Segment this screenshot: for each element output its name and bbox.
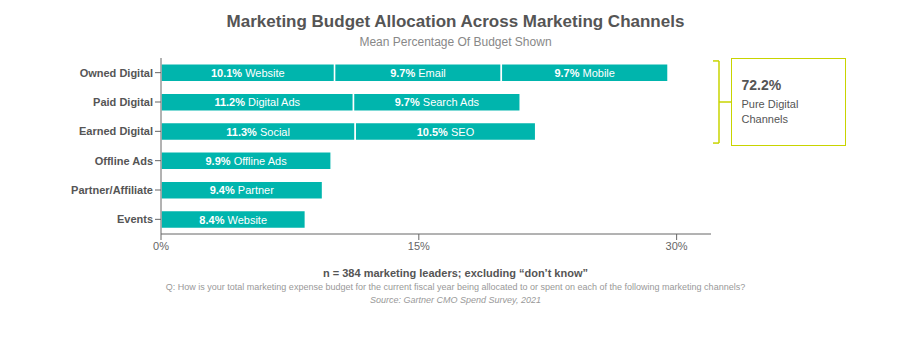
svg-text:15%: 15%: [407, 240, 429, 252]
svg-text:10.5% SEO: 10.5% SEO: [416, 126, 474, 138]
svg-text:9.7% Mobile: 9.7% Mobile: [554, 67, 615, 79]
html-text:Q: How is your total marketing: Q: How is your total marketing expense b…: [165, 282, 746, 292]
html-text:n = 384 marketing leaders; exc: n = 384 marketing leaders; excluding “do…: [323, 267, 588, 279]
svg-text:Offline Ads: Offline Ads: [94, 155, 152, 167]
svg-text:Paid Digital: Paid Digital: [93, 96, 153, 108]
svg-text:Events: Events: [116, 213, 152, 225]
svg-text:9.7% Search Ads: 9.7% Search Ads: [394, 96, 479, 108]
html-text:Source: Gartner CMO Spend Surv: Source: Gartner CMO Spend Survey, 2021: [370, 295, 541, 305]
html-text:Mean Percentage Of Budget Show: Mean Percentage Of Budget Shown: [359, 35, 552, 49]
svg-text:11.2% Digital Ads: 11.2% Digital Ads: [214, 96, 300, 108]
html-text:Pure Digital Channels: Pure Digital Channels: [741, 98, 799, 125]
svg-text:8.4% Website: 8.4% Website: [199, 214, 267, 226]
svg-text:Owned Digital: Owned Digital: [79, 67, 152, 79]
svg-text:0%: 0%: [153, 240, 169, 252]
svg-text:Partner/Affiliate: Partner/Affiliate: [71, 184, 153, 196]
html-text:Marketing Budget Allocation Ac: Marketing Budget Allocation Across Marke…: [226, 12, 685, 31]
svg-text:10.1% Website: 10.1% Website: [210, 67, 284, 79]
svg-text:30%: 30%: [665, 240, 687, 252]
svg-text:9.7% Email: 9.7% Email: [390, 67, 446, 79]
svg-text:9.9% Offline Ads: 9.9% Offline Ads: [205, 155, 287, 167]
svg-text:Earned Digital: Earned Digital: [79, 125, 153, 137]
svg-text:11.3% Social: 11.3% Social: [226, 126, 290, 138]
html-text:72.2%: 72.2%: [741, 77, 782, 94]
svg-text:9.4% Partner: 9.4% Partner: [209, 184, 274, 196]
